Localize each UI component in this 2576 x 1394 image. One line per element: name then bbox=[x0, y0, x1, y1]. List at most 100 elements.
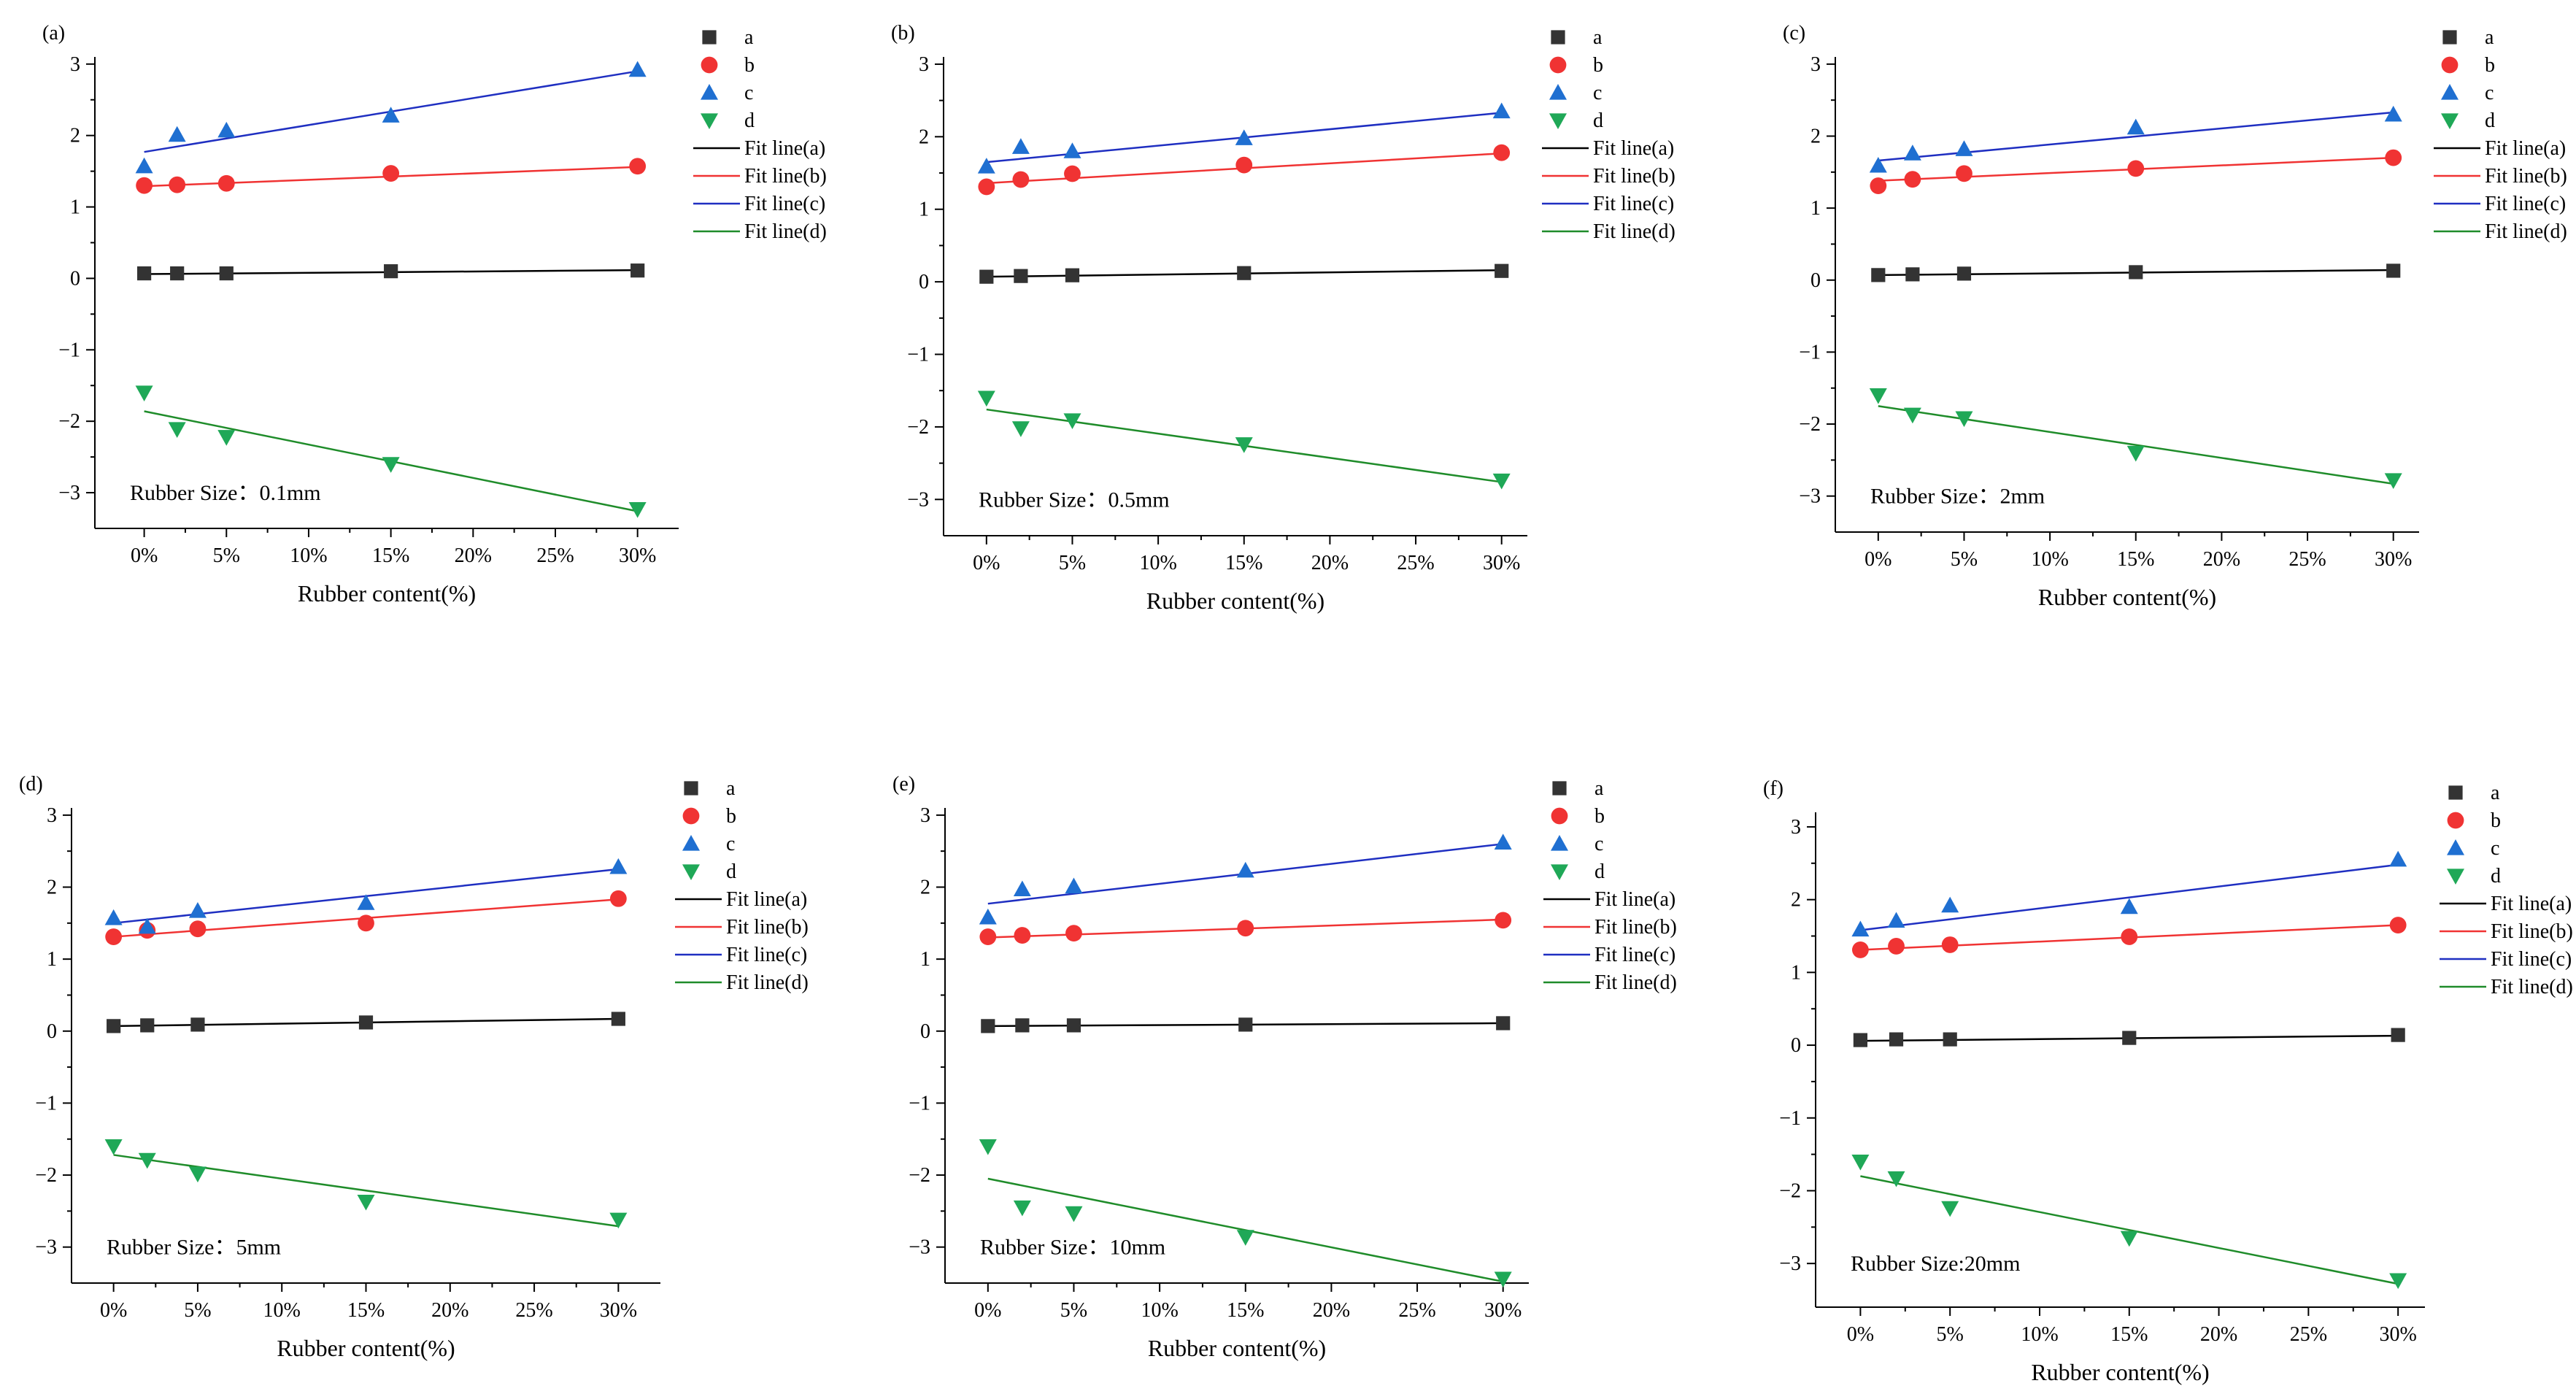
data-point-a bbox=[2391, 1028, 2405, 1042]
legend-fit-label-c: Fit line(c) bbox=[2485, 193, 2566, 215]
data-point-c bbox=[1236, 861, 1254, 878]
data-point-c bbox=[1887, 912, 1905, 928]
data-point-b bbox=[609, 890, 627, 907]
fit-line-c bbox=[1860, 863, 2399, 931]
y-tick-label: 1 bbox=[47, 948, 57, 971]
data-point-a bbox=[1496, 1016, 1511, 1031]
data-point-a bbox=[979, 269, 994, 284]
x-tick-label: 10% bbox=[1139, 552, 1176, 574]
legend-fit-label-c: Fit line(c) bbox=[1593, 193, 1674, 215]
legend-fit-label-a: Fit line(a) bbox=[1594, 888, 1675, 911]
data-point-a bbox=[170, 266, 185, 281]
data-point-b bbox=[1904, 171, 1921, 188]
x-tick-label: 5% bbox=[1937, 1323, 1964, 1346]
data-point-d bbox=[1011, 421, 1030, 437]
data-point-c bbox=[979, 908, 997, 925]
data-point-c bbox=[135, 157, 153, 174]
legend-label-b: b bbox=[2485, 54, 2495, 77]
y-tick-label: 2 bbox=[1810, 126, 1821, 148]
legend-label-d: d bbox=[726, 860, 736, 883]
y-tick-label: −2 bbox=[907, 416, 929, 439]
x-tick-label: 15% bbox=[2110, 1323, 2148, 1346]
y-tick-label: 1 bbox=[70, 196, 80, 219]
panel-label: (d) bbox=[19, 773, 43, 796]
data-point-c bbox=[217, 121, 236, 138]
x-tick-label: 25% bbox=[536, 544, 574, 567]
x-tick-label: 5% bbox=[1059, 552, 1086, 574]
data-point-c bbox=[1011, 138, 1030, 154]
data-point-b bbox=[1941, 936, 1959, 953]
data-point-a bbox=[1238, 1017, 1253, 1032]
x-tick-label: 25% bbox=[2290, 1323, 2327, 1346]
x-tick-label: 30% bbox=[1483, 552, 1520, 574]
data-point-b bbox=[1064, 165, 1081, 182]
y-tick-label: 2 bbox=[919, 126, 929, 148]
data-point-c bbox=[1013, 880, 1031, 897]
panel-label: (b) bbox=[891, 22, 915, 45]
data-point-c bbox=[104, 909, 123, 925]
y-tick-label: 0 bbox=[1810, 269, 1821, 292]
x-tick-label: 0% bbox=[131, 544, 158, 567]
legend-fit-label-b: Fit line(b) bbox=[2485, 165, 2567, 188]
legend-fit-label-d: Fit line(d) bbox=[1593, 220, 1675, 243]
legend-marker-d bbox=[2441, 113, 2459, 129]
y-tick-label: −3 bbox=[907, 488, 929, 511]
legend-marker-a bbox=[2448, 785, 2463, 800]
data-point-a bbox=[107, 1019, 121, 1033]
y-tick-label: 1 bbox=[919, 199, 929, 221]
legend-label-b: b bbox=[1593, 54, 1603, 77]
x-tick-label: 25% bbox=[1398, 1299, 1435, 1322]
legend-label-b: b bbox=[1594, 805, 1605, 828]
legend-fit-label-b: Fit line(b) bbox=[744, 165, 827, 188]
x-tick-label: 15% bbox=[1225, 552, 1262, 574]
x-axis-label: Rubber content(%) bbox=[298, 580, 476, 606]
data-point-d bbox=[1941, 1201, 1959, 1217]
y-tick-label: 0 bbox=[1791, 1034, 1801, 1057]
legend-label-a: a bbox=[726, 777, 736, 800]
rubber-size-annotation: Rubber Size：10mm bbox=[980, 1236, 1165, 1260]
x-axis-label: Rubber content(%) bbox=[1146, 588, 1324, 614]
legend-label-c: c bbox=[1594, 833, 1603, 855]
y-tick-label: −3 bbox=[909, 1236, 930, 1259]
x-tick-label: 20% bbox=[1313, 1299, 1350, 1322]
y-tick-label: 3 bbox=[919, 53, 929, 76]
y-tick-label: −2 bbox=[1779, 1179, 1801, 1202]
data-point-c bbox=[357, 894, 375, 910]
data-point-d bbox=[1869, 388, 1887, 404]
y-tick-label: −1 bbox=[1779, 1107, 1801, 1130]
y-tick-label: −1 bbox=[58, 339, 80, 361]
data-point-d bbox=[138, 1152, 156, 1169]
data-point-a bbox=[1066, 1018, 1081, 1033]
data-point-b bbox=[1870, 177, 1887, 194]
legend-label-b: b bbox=[2491, 809, 2501, 832]
x-tick-label: 25% bbox=[515, 1299, 552, 1322]
legend-label-c: c bbox=[2485, 82, 2494, 104]
y-tick-label: 2 bbox=[920, 877, 930, 899]
x-tick-label: 0% bbox=[100, 1299, 127, 1322]
y-tick-label: 0 bbox=[919, 271, 929, 293]
rubber-size-annotation: Rubber Size：0.1mm bbox=[130, 481, 321, 505]
y-tick-label: −1 bbox=[907, 344, 929, 366]
data-point-c bbox=[138, 917, 156, 934]
x-tick-label: 20% bbox=[2200, 1323, 2237, 1346]
y-tick-label: 1 bbox=[1791, 961, 1801, 984]
data-point-c bbox=[1851, 920, 1870, 937]
x-tick-label: 15% bbox=[2117, 548, 2154, 571]
data-point-c bbox=[609, 858, 628, 874]
rubber-size-annotation: Rubber Size：5mm bbox=[107, 1236, 281, 1260]
data-point-c bbox=[168, 126, 186, 142]
data-point-d bbox=[1063, 413, 1081, 429]
y-tick-label: 3 bbox=[1810, 53, 1821, 76]
data-point-a bbox=[219, 266, 234, 281]
y-tick-label: 0 bbox=[920, 1020, 930, 1043]
legend-fit-label-d: Fit line(d) bbox=[2485, 220, 2567, 243]
legend-marker-a bbox=[684, 781, 698, 796]
data-point-a bbox=[1853, 1033, 1867, 1047]
data-point-b bbox=[2127, 160, 2145, 177]
x-tick-label: 5% bbox=[1951, 548, 1978, 571]
data-point-c bbox=[1941, 896, 1959, 913]
data-point-c bbox=[1235, 129, 1253, 145]
y-tick-label: −2 bbox=[1799, 413, 1821, 436]
data-point-b bbox=[1237, 920, 1254, 937]
